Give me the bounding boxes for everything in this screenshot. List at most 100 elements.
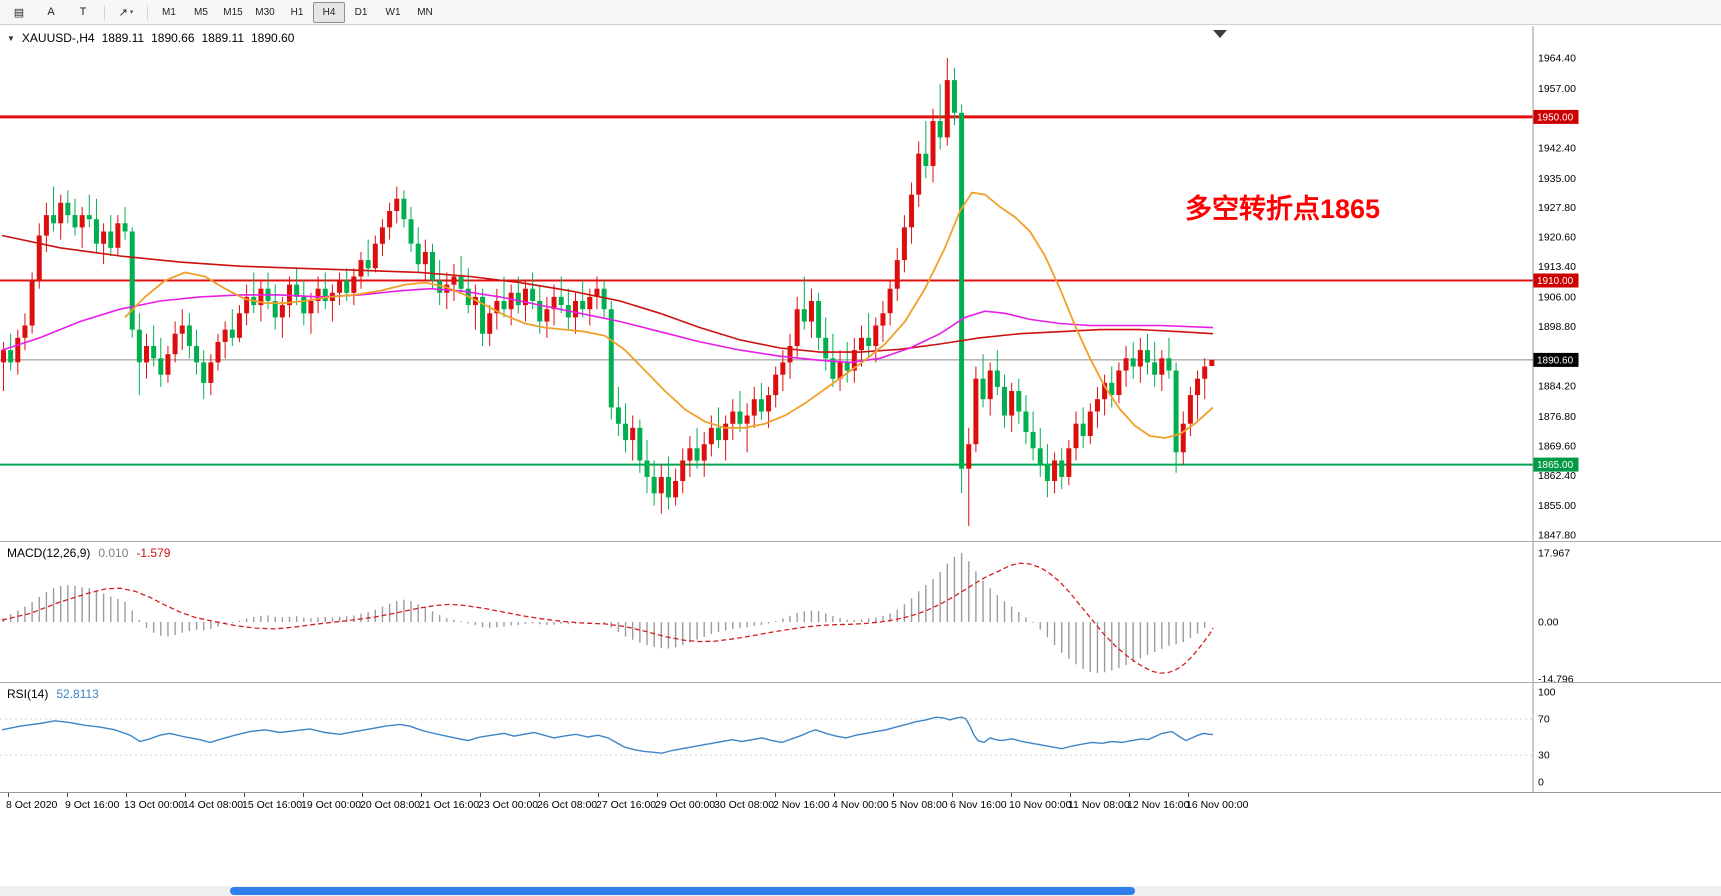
- svg-text:1884.20: 1884.20: [1538, 381, 1576, 393]
- price-chart-panel[interactable]: 1964.40 1957.00 1942.40 1935.00 1927.80 1920.…: [0, 26, 1721, 541]
- ma-magenta-line: [1, 287, 1214, 364]
- svg-text:1876.80: 1876.80: [1538, 411, 1576, 423]
- time-label: 12 Nov 16:00: [1127, 799, 1190, 811]
- support-1865-badge: 1865.00: [1533, 457, 1579, 472]
- horizontal-scrollbar-thumb[interactable]: [230, 887, 1135, 895]
- svg-text:17.967: 17.967: [1538, 548, 1570, 560]
- time-label: 14 Oct 08:00: [183, 799, 244, 811]
- time-tick: [952, 793, 953, 797]
- panel-divider[interactable]: [0, 541, 1721, 542]
- time-tick: [421, 793, 422, 797]
- symbol-timeframe-label: XAUUSD-,H4: [21, 31, 95, 45]
- svg-text:1906.00: 1906.00: [1538, 291, 1576, 303]
- time-label: 5 Nov 08:00: [891, 799, 948, 811]
- svg-text:30: 30: [1538, 750, 1550, 762]
- bottom-scroll-area: [0, 814, 1721, 896]
- drawing-tools-group: ▤ A T ↗ ▾: [3, 2, 142, 23]
- rsi-line: [1, 716, 1214, 754]
- rsi-y-axis-labels[interactable]: 100 70 30 0: [1538, 687, 1556, 789]
- macd-indicator-panel[interactable]: 17.967 0.00 -14.796 MACD(12,26,9) 0.010 -1…: [0, 542, 1721, 682]
- chart-toolbar: ▤ A T ↗ ▾ M1 M5 M15 M30 H1 H4 D1 W1 MN: [0, 0, 1721, 25]
- rsi-value: 52.8113: [56, 687, 99, 701]
- candles-layer: [1, 58, 1215, 526]
- tool-annotation-text-button[interactable]: A: [35, 2, 67, 23]
- timeframe-h4-button[interactable]: H4: [313, 1, 345, 23]
- svg-text:1950.00: 1950.00: [1537, 112, 1574, 123]
- tool-text-label-button[interactable]: T: [67, 2, 99, 23]
- price-y-axis-labels[interactable]: 1964.40 1957.00 1942.40 1935.00 1927.80 1920.…: [1538, 53, 1576, 542]
- time-label: 27 Oct 16:00: [596, 799, 657, 811]
- svg-text:1964.40: 1964.40: [1538, 53, 1576, 65]
- price-chart-canvas[interactable]: 1964.40 1957.00 1942.40 1935.00 1927.80 1920.…: [0, 26, 1721, 541]
- shapes-icon: ↗: [118, 6, 128, 19]
- svg-text:1910.00: 1910.00: [1537, 276, 1574, 287]
- time-label: 15 Oct 16:00: [242, 799, 303, 811]
- timeframe-w1-button[interactable]: W1: [385, 6, 401, 18]
- timeframe-h1-button[interactable]: H1: [290, 6, 304, 18]
- timeframe-m15-button[interactable]: M15: [223, 6, 243, 18]
- rsi-indicator-panel[interactable]: 100 70 30 0 RSI(14) 52.8113: [0, 683, 1721, 792]
- timeframe-m5-button[interactable]: M5: [194, 6, 208, 18]
- time-tick: [362, 793, 363, 797]
- rsi-label: RSI(14) 52.8113: [7, 687, 99, 701]
- time-tick: [480, 793, 481, 797]
- svg-text:100: 100: [1538, 687, 1556, 699]
- time-tick: [244, 793, 245, 797]
- current-price-badge: 1890.60: [1533, 352, 1579, 367]
- time-label: 16 Nov 00:00: [1186, 799, 1249, 811]
- svg-text:1957.00: 1957.00: [1538, 83, 1576, 95]
- time-label: 21 Oct 16:00: [419, 799, 480, 811]
- chart-shift-marker[interactable]: [1213, 30, 1227, 38]
- time-axis[interactable]: 8 Oct 2020 9 Oct 16:00 13 Oct 00:00 14 Oct …: [0, 792, 1721, 814]
- time-label: 11 Nov 08:00: [1068, 799, 1130, 811]
- macd-signal-value: -1.579: [136, 546, 171, 560]
- time-label: 4 Nov 00:00: [832, 799, 889, 811]
- time-tick: [303, 793, 304, 797]
- macd-canvas: 17.967 0.00 -14.796: [1, 542, 1574, 683]
- svg-text:0: 0: [1538, 777, 1544, 789]
- tool-shapes-button[interactable]: ↗ ▾: [110, 2, 142, 23]
- time-tick: [657, 793, 658, 797]
- svg-text:1890.60: 1890.60: [1537, 355, 1574, 366]
- svg-text:1927.80: 1927.80: [1538, 202, 1576, 214]
- resistance-1950-badge: 1950.00: [1533, 109, 1579, 124]
- time-tick: [185, 793, 186, 797]
- time-label: 29 Oct 00:00: [655, 799, 716, 811]
- macd-y-axis-labels[interactable]: 17.967 0.00 -14.796: [1538, 548, 1574, 683]
- time-label: 19 Oct 00:00: [301, 799, 362, 811]
- time-tick: [893, 793, 894, 797]
- time-tick: [598, 793, 599, 797]
- timeframe-m1-button[interactable]: M1: [162, 6, 176, 18]
- chart-annotation-text[interactable]: 多空转折点1865: [1185, 194, 1381, 224]
- time-label: 6 Nov 16:00: [950, 799, 1007, 811]
- chart-title: ▼ XAUUSD-,H4 1889.11 1890.66 1889.11 189…: [7, 31, 294, 45]
- time-tick: [1070, 793, 1071, 797]
- timeframe-m30-button[interactable]: M30: [255, 6, 275, 18]
- time-tick: [775, 793, 776, 797]
- svg-text:-14.796: -14.796: [1538, 673, 1574, 682]
- time-tick: [67, 793, 68, 797]
- timeframe-d1-button[interactable]: D1: [354, 6, 368, 18]
- time-label: 20 Oct 08:00: [360, 799, 421, 811]
- timeframe-mn-button[interactable]: MN: [417, 6, 433, 18]
- svg-text:1913.40: 1913.40: [1538, 261, 1576, 273]
- time-tick: [716, 793, 717, 797]
- time-label: 8 Oct 2020: [6, 799, 58, 811]
- rsi-name: RSI(14): [7, 687, 49, 701]
- ohlc-open-value: 1889.11: [101, 31, 145, 45]
- tool-chart-objects-button[interactable]: ▤: [3, 2, 35, 23]
- macd-name: MACD(12,26,9): [7, 546, 91, 560]
- time-label: 9 Oct 16:00: [65, 799, 120, 811]
- svg-text:1847.80: 1847.80: [1538, 530, 1576, 542]
- time-tick: [834, 793, 835, 797]
- symbol-menu-caret-icon[interactable]: ▼: [7, 33, 15, 43]
- time-tick: [539, 793, 540, 797]
- svg-text:1869.60: 1869.60: [1538, 440, 1576, 452]
- chart-objects-icon: ▤: [13, 6, 25, 19]
- ma-orange-line: [124, 191, 1214, 439]
- ohlc-close-value: 1890.60: [251, 31, 295, 45]
- panel-divider[interactable]: [0, 682, 1721, 683]
- horizontal-scrollbar-track[interactable]: [0, 886, 1721, 896]
- dropdown-caret-icon: ▾: [129, 9, 134, 16]
